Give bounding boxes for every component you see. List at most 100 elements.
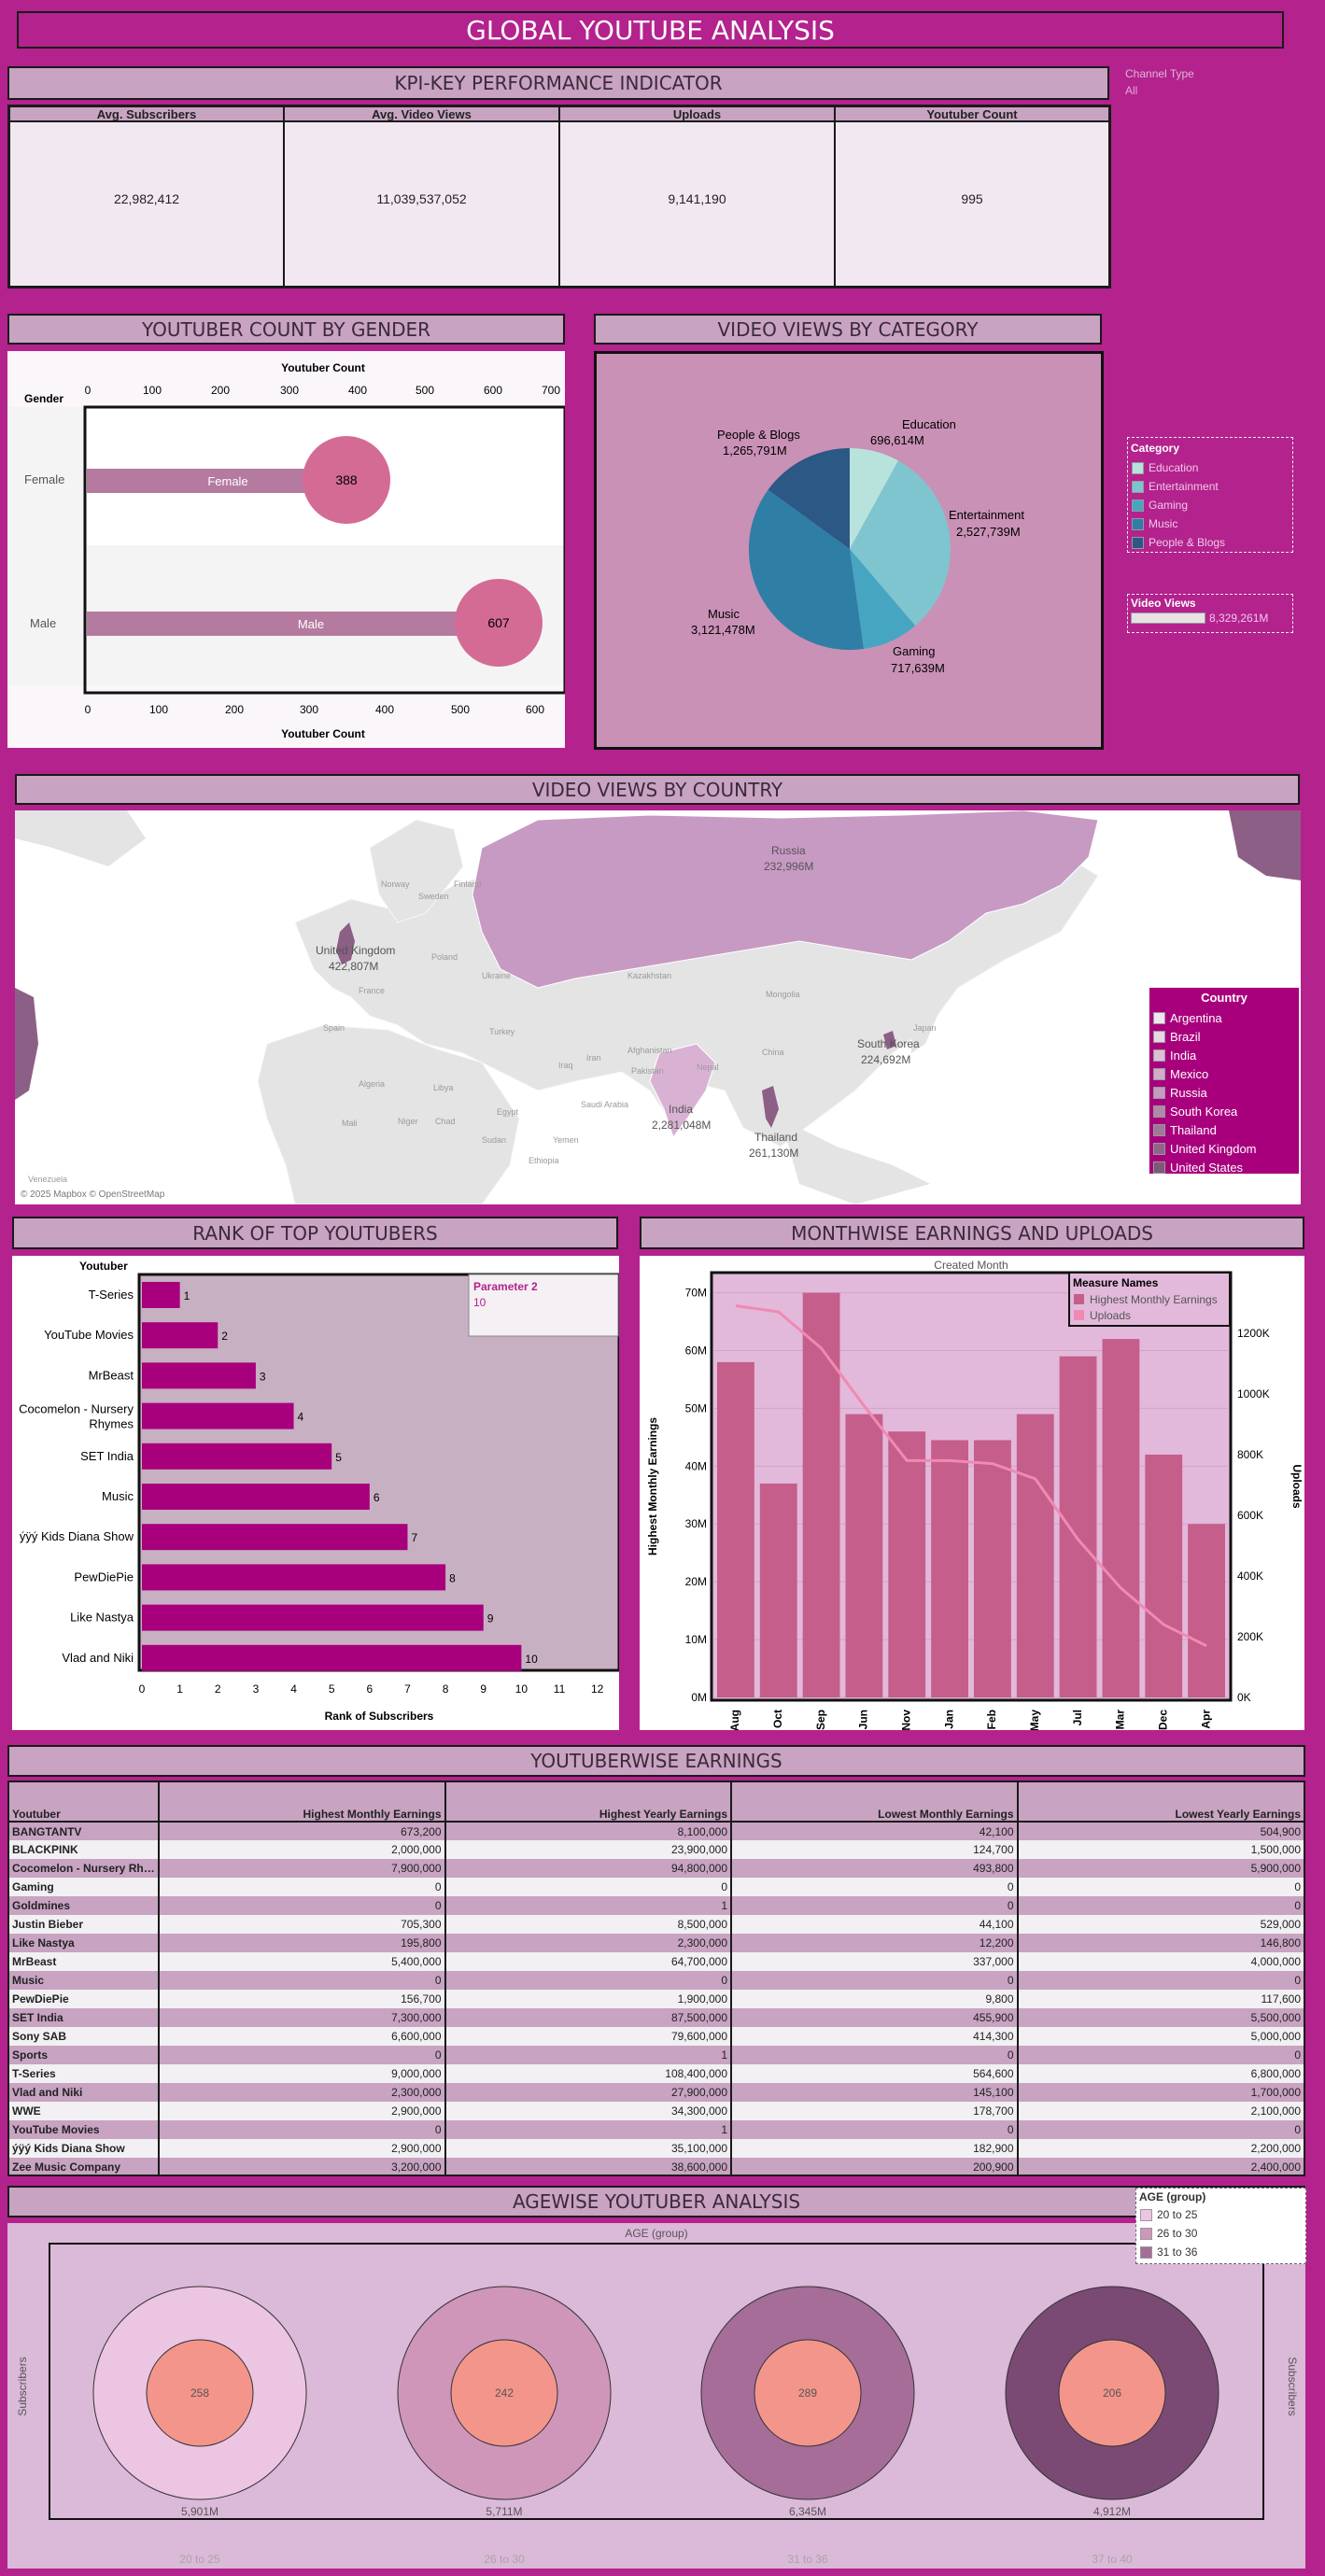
col-header[interactable]: Lowest Yearly Earnings <box>1017 1782 1304 1823</box>
earnings-cell: 1,500,000 <box>1017 1840 1304 1859</box>
table-row[interactable]: Goldmines 0 1 0 0 <box>9 1896 1304 1915</box>
legend-item-gaming[interactable]: Gaming <box>1128 496 1292 514</box>
legend-item-country[interactable]: United Kingdom <box>1149 1139 1299 1158</box>
earnings-cell: 0 <box>731 1896 1019 1915</box>
col-header[interactable]: Youtuber <box>9 1782 160 1823</box>
age-legend[interactable]: AGE (group) 20 to 25 26 to 30 31 to 36 <box>1135 2188 1306 2264</box>
rank-chart: Youtuber T-Series 1 YouTube Movies 2 MrBeast… <box>12 1256 619 1730</box>
rank-x-tick: 11 <box>554 1682 566 1696</box>
category-header-text: VIDEO VIEWS BY CATEGORY <box>717 317 979 341</box>
table-row[interactable]: MrBeast 5,400,000 64,700,000 337,000 4,000,0… <box>9 1952 1304 1971</box>
legend-item-age[interactable]: 31 to 36 <box>1136 2243 1305 2261</box>
map-place: China <box>762 1048 784 1057</box>
earnings-cell: 34,300,000 <box>444 2102 733 2120</box>
rank-param-value[interactable]: 10 <box>473 1296 486 1309</box>
table-row[interactable]: WWE 2,900,000 34,300,000 178,700 2,100,000 <box>9 2102 1304 2120</box>
table-row[interactable]: BLACKPINK 2,000,000 23,900,000 124,700 1,500… <box>9 1840 1304 1859</box>
map-place: Egypt <box>497 1107 519 1117</box>
age-header: AGEWISE YOUTUBER ANALYSIS <box>7 2186 1305 2217</box>
map-value-labels: Russia 232,996M United Kingdom 422,807M … <box>316 844 920 1160</box>
age-subs: 6,345M <box>789 2505 826 2518</box>
table-row[interactable]: PewDiePie 156,700 1,900,000 9,800 117,600 <box>9 1990 1304 2008</box>
pie-label-name: Gaming <box>893 644 936 658</box>
legend-item-music[interactable]: Music <box>1128 514 1292 533</box>
table-row[interactable]: Gaming 0 0 0 0 <box>9 1878 1304 1896</box>
earnings-cell: 337,000 <box>731 1952 1019 1971</box>
left-tick: 20M <box>685 1575 707 1588</box>
earnings-cell: 195,800 <box>159 1934 446 1952</box>
col-header[interactable]: Highest Monthly Earnings <box>159 1782 446 1823</box>
gender-bar-male <box>87 612 479 636</box>
table-row[interactable]: Sony SAB 6,600,000 79,600,000 414,300 5,000,… <box>9 2027 1304 2046</box>
earnings-cell: 2,100,000 <box>1017 2102 1304 2120</box>
legend-item-country[interactable]: United States <box>1149 1158 1299 1176</box>
legend-item-country[interactable]: South Korea <box>1149 1102 1299 1120</box>
table-row[interactable]: Sports 0 1 0 0 <box>9 2046 1304 2064</box>
rank-row-label: MrBeast <box>89 1368 134 1382</box>
table-row[interactable]: Music 0 0 0 0 <box>9 1971 1304 1990</box>
map-label-name: India <box>669 1103 693 1116</box>
table-row[interactable]: Cocomelon - Nursery Rhy.. 7,900,000 94,800… <box>9 1859 1304 1878</box>
legend-label: Education <box>1149 461 1199 474</box>
legend-label: Highest Monthly Earnings <box>1090 1293 1218 1306</box>
right-tick: 1000K <box>1237 1387 1270 1401</box>
table-row[interactable]: Like Nastya 195,800 2,300,000 12,200 146,800 <box>9 1934 1304 1952</box>
filter-value[interactable]: All <box>1125 84 1138 97</box>
video-views-filter[interactable]: Video Views 8,329,261M <box>1127 594 1293 633</box>
earnings-table: Youtuber Highest Monthly Earnings Highes… <box>9 1782 1304 2175</box>
left-axis-ticks: 0M 10M 20M 30M 40M 50M 60M 70M <box>685 1287 707 1704</box>
earnings-table-body: BANGTANTV 673,200 8,100,000 42,100 504,900 BL… <box>9 1822 1304 2175</box>
category-header: VIDEO VIEWS BY CATEGORY <box>594 314 1102 345</box>
earnings-cell: 9,000,000 <box>159 2064 446 2083</box>
table-row[interactable]: SET India 7,300,000 87,500,000 455,900 5,500… <box>9 2008 1304 2027</box>
video-views-slider[interactable] <box>1131 612 1205 624</box>
channel-type-filter[interactable]: Channel Type All <box>1125 67 1265 97</box>
map-place: Mongolia <box>766 990 800 999</box>
earnings-cell: 0 <box>159 1971 446 1990</box>
legend-item-country[interactable]: Russia <box>1149 1083 1299 1102</box>
earnings-cell: 42,100 <box>731 1822 1019 1840</box>
earnings-cell: 1 <box>444 1896 733 1915</box>
map-place: Sudan <box>482 1135 506 1145</box>
table-row[interactable]: Zee Music Company 3,200,000 38,600,000 200,… <box>9 2158 1304 2175</box>
rank-x-tick: 1 <box>176 1682 183 1696</box>
table-row[interactable]: T-Series 9,000,000 108,400,000 564,600 6,800… <box>9 2064 1304 2083</box>
legend-item-age[interactable]: 20 to 25 <box>1136 2205 1305 2224</box>
age-label: 20 to 25 <box>179 2553 220 2566</box>
gender-row-label: Male <box>30 616 56 630</box>
kpi-card-subscribers: Avg. Subscribers 22,982,412 <box>10 107 285 286</box>
age-label: 26 to 30 <box>484 2553 525 2566</box>
age-top-title: AGE (group) <box>625 2227 687 2240</box>
earnings-bar <box>802 1292 840 1697</box>
legend-item-age[interactable]: 26 to 30 <box>1136 2224 1305 2243</box>
earnings-cell: 5,900,000 <box>1017 1859 1304 1878</box>
earnings-cell: 0 <box>159 2046 446 2064</box>
age-legend-title: AGE (group) <box>1139 2190 1206 2203</box>
legend-item-country[interactable]: Thailand <box>1149 1120 1299 1139</box>
legend-item-country[interactable]: Brazil <box>1149 1027 1299 1046</box>
legend-item-country[interactable]: Mexico <box>1149 1064 1299 1083</box>
legend-item-country[interactable]: India <box>1149 1046 1299 1064</box>
category-legend[interactable]: Category Education Entertainment Gaming … <box>1127 437 1293 553</box>
col-header[interactable]: Lowest Monthly Earnings <box>731 1782 1019 1823</box>
legend-item-entertainment[interactable]: Entertainment <box>1128 477 1292 496</box>
swatch <box>1132 480 1144 493</box>
table-row[interactable]: Vlad and Niki 2,300,000 27,900,000 145,100 1… <box>9 2083 1304 2102</box>
rank-bar-value: 3 <box>260 1370 266 1383</box>
legend-item-people-blogs[interactable]: People & Blogs <box>1128 533 1292 552</box>
rank-row-label: T-Series <box>89 1288 134 1302</box>
gender-tick: 500 <box>416 384 434 397</box>
country-legend[interactable]: Country Argentina Brazil India Mexico Ru… <box>1149 987 1300 1175</box>
legend-item-country[interactable]: Argentina <box>1149 1008 1299 1027</box>
month-x-ticks: Aug Oct Sep Jun Nov Jan Feb May Jul Mar Dec Apr <box>728 1710 1212 1730</box>
age-subs: 4,912M <box>1093 2505 1131 2518</box>
legend-item-education[interactable]: Education <box>1128 458 1292 477</box>
table-row[interactable]: BANGTANTV 673,200 8,100,000 42,100 504,900 <box>9 1822 1304 1840</box>
table-row[interactable]: Justin Bieber 705,300 8,500,000 44,100 529,0… <box>9 1915 1304 1934</box>
table-row[interactable]: ýÿý Kids Diana Show 2,900,000 35,100,000 18… <box>9 2139 1304 2158</box>
left-tick: 10M <box>685 1633 707 1646</box>
table-row[interactable]: YouTube Movies 0 1 0 0 <box>9 2120 1304 2139</box>
pie-label-value: 1,265,791M <box>723 443 787 457</box>
col-header[interactable]: Highest Yearly Earnings <box>444 1782 733 1823</box>
monthly-header-text: MONTHWISE EARNINGS AND UPLOADS <box>791 1221 1153 1245</box>
